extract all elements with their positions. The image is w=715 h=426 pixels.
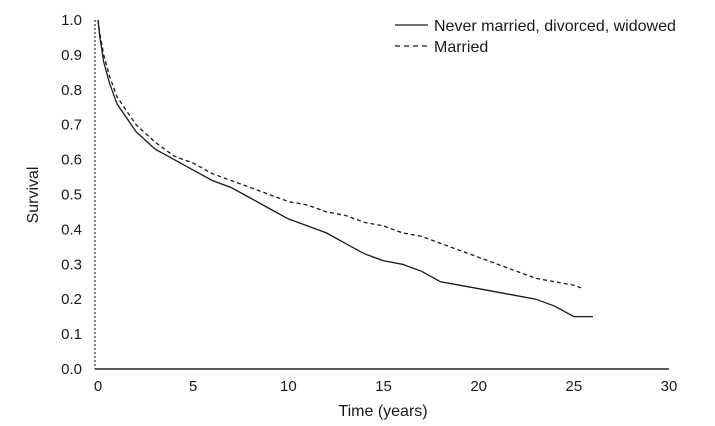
y-tick-label: 0.4 xyxy=(61,221,82,238)
y-tick-label: 0.3 xyxy=(61,256,82,273)
y-tick-label: 0.0 xyxy=(61,361,82,378)
x-tick-label: 5 xyxy=(189,378,197,395)
x-tick-label: 25 xyxy=(565,378,582,395)
y-tick-label: 0.8 xyxy=(61,82,82,99)
legend-label-never-married: Never married, divorced, widowed xyxy=(434,18,676,35)
x-tick-label: 0 xyxy=(94,378,102,395)
series-lines xyxy=(97,19,593,318)
y-tick-label: 0.6 xyxy=(61,152,82,169)
y-tick-label: 0.1 xyxy=(61,326,82,343)
x-tick-label: 15 xyxy=(375,378,392,395)
x-tick-label: 20 xyxy=(470,378,487,395)
x-tick-label: 30 xyxy=(661,378,678,395)
series-line-married xyxy=(97,19,584,290)
x-tick-label: 10 xyxy=(280,378,297,395)
y-axis-title: Survival xyxy=(25,167,42,224)
y-tick-label: 0.2 xyxy=(61,291,82,308)
x-tick-labels: 0 5 10 15 20 25 30 xyxy=(94,378,678,395)
series-line-never-married xyxy=(97,19,593,318)
y-tick-label: 0.9 xyxy=(61,47,82,64)
x-axis-title: Time (years) xyxy=(338,403,427,420)
legend-label-married: Married xyxy=(434,39,488,56)
y-tick-label: 1.0 xyxy=(61,12,82,29)
y-tick-label: 0.7 xyxy=(61,117,82,134)
legend: Never married, divorced, widowed Married xyxy=(395,18,676,56)
y-tick-label: 0.5 xyxy=(61,187,82,204)
y-tick-labels: 0.0 0.1 0.2 0.3 0.4 0.5 0.6 0.7 0.8 0.9 1.0 xyxy=(61,12,82,378)
